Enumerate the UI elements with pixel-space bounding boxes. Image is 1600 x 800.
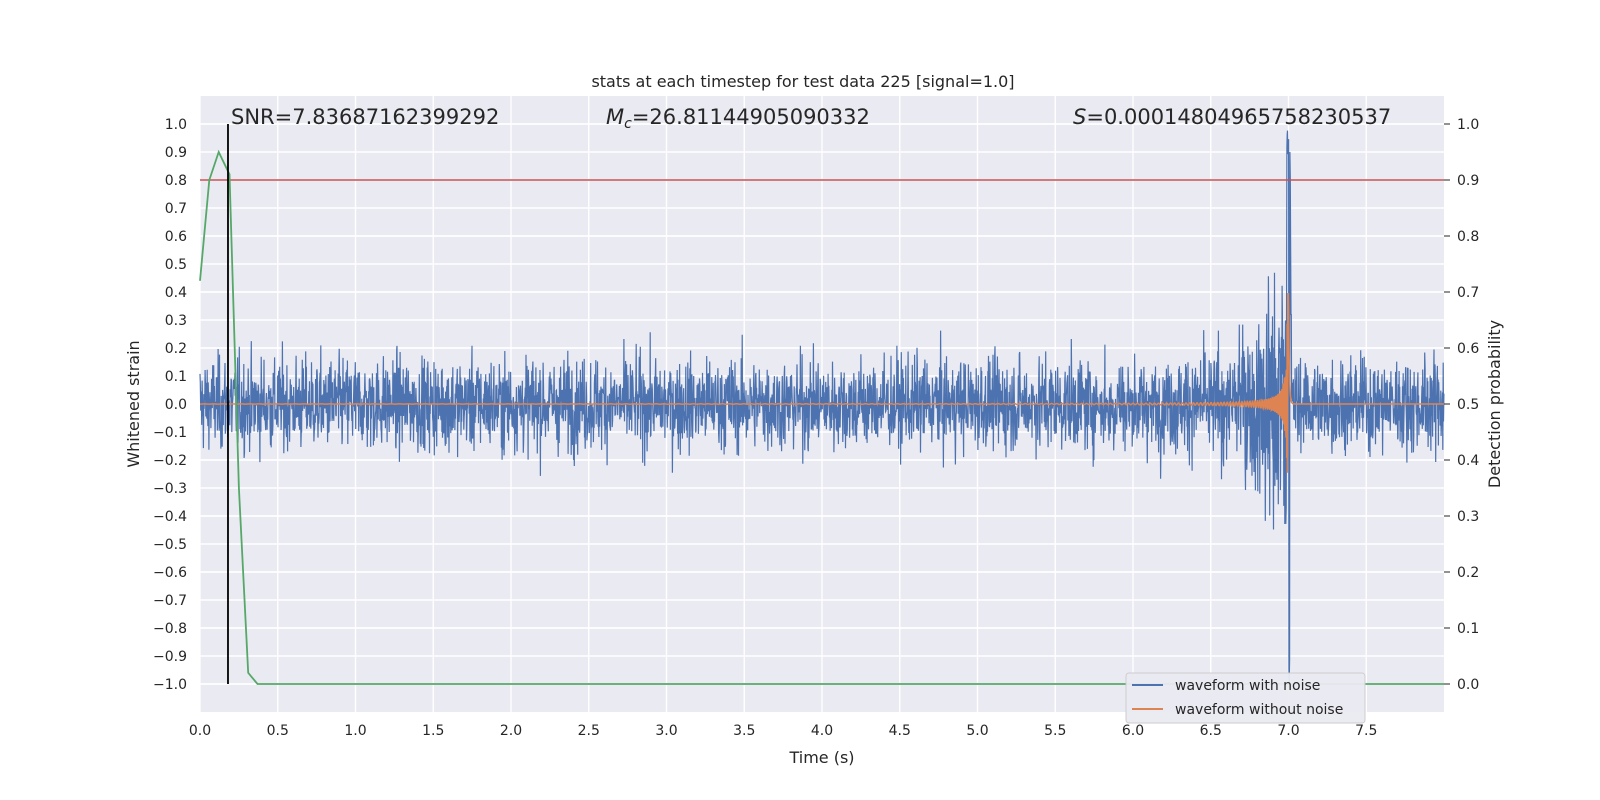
x-tick-label: 5.0 — [966, 723, 988, 739]
x-tick-label: 3.5 — [733, 723, 755, 739]
x-tick-label: 6.0 — [1122, 723, 1144, 739]
y2-tick-label: 0.0 — [1457, 677, 1479, 693]
y-tick-label: −0.7 — [153, 593, 187, 609]
y-tick-label: 0.3 — [165, 313, 187, 329]
series-layer — [199, 124, 1445, 685]
x-tick-label: 4.5 — [889, 723, 911, 739]
chirp-mass-value: =26.81144905090332 — [632, 105, 870, 129]
y-tick-label: −0.2 — [153, 453, 187, 469]
y2-tick-label: 0.7 — [1457, 285, 1479, 301]
s-annotation: S=0.00014804965758230537 — [1073, 105, 1391, 129]
y-tick-label: 0.0 — [165, 397, 187, 413]
legend-label-clean: waveform without noise — [1175, 702, 1343, 718]
chart-title: stats at each timestep for test data 225… — [591, 72, 1014, 91]
legend: waveform with noise waveform without noi… — [1125, 672, 1366, 724]
chirp-mass-subscript: c — [624, 116, 632, 132]
y2-tick-label: 0.4 — [1457, 453, 1479, 469]
x-tick-label: 1.0 — [344, 723, 366, 739]
series-waveform-with-noise — [199, 130, 1445, 684]
y-tick-label: −0.9 — [153, 649, 187, 665]
y-tick-label: 0.2 — [165, 341, 187, 357]
s-value: =0.00014804965758230537 — [1086, 105, 1391, 129]
x-axis-label: Time (s) — [788, 748, 854, 767]
x-tick-label: 7.0 — [1277, 723, 1299, 739]
y-tick-label: 0.7 — [165, 201, 187, 217]
y-tick-label: −0.1 — [153, 425, 187, 441]
y-tick-label: 1.0 — [165, 117, 187, 133]
y-tick-label: −0.8 — [153, 621, 187, 637]
y2-axis-label: Detection probability — [1485, 320, 1504, 488]
snr-annotation: SNR=7.83687162399292 — [231, 105, 499, 129]
y2-tick-label: 0.2 — [1457, 565, 1479, 581]
x-tick-label: 4.0 — [811, 723, 833, 739]
y2-tick-label: 1.0 — [1457, 117, 1479, 133]
s-symbol: S — [1073, 105, 1086, 129]
x-tick-label: 0.5 — [267, 723, 289, 739]
detection-probability-line — [199, 149, 1444, 685]
y-tick-label: 0.6 — [165, 229, 187, 245]
y-tick-label: 0.8 — [165, 173, 187, 189]
legend-label-noise: waveform with noise — [1175, 678, 1320, 694]
y-tick-label: −0.6 — [153, 565, 187, 581]
x-tick-label: 2.5 — [578, 723, 600, 739]
x-tick-label: 0.0 — [189, 723, 211, 739]
y2-tick-label: 0.9 — [1457, 173, 1479, 189]
y-tick-label: −0.5 — [153, 537, 187, 553]
y2-tick-label: 0.5 — [1457, 397, 1479, 413]
y-tick-label: −1.0 — [153, 677, 187, 693]
x-tick-label: 2.0 — [500, 723, 522, 739]
y-tick-label: 0.4 — [165, 285, 187, 301]
x-tick-label: 5.5 — [1044, 723, 1066, 739]
x-tick-label: 1.5 — [422, 723, 444, 739]
series-waveform-without-noise — [200, 293, 1444, 473]
chirp-mass-annotation: Mc=26.81144905090332 — [606, 105, 870, 132]
y-tick-label: 0.9 — [165, 145, 187, 161]
x-tick-label: 6.5 — [1200, 723, 1222, 739]
y2-tick-label: 0.8 — [1457, 229, 1479, 245]
y-tick-label: 0.5 — [165, 257, 187, 273]
axis-ticks: 0.0 0.5 1.0 1.5 2.0 2.5 3.0 3.5 4.0 4.5 5.0 5.5 6.0 6… — [153, 117, 1479, 739]
x-tick-label: 7.5 — [1355, 723, 1377, 739]
legend-box — [1125, 672, 1366, 724]
chirp-mass-symbol: M — [606, 105, 624, 129]
y-tick-label: 0.1 — [165, 369, 187, 385]
y2-tick-label: 0.3 — [1457, 509, 1479, 525]
y2-tick-label: 0.1 — [1457, 621, 1479, 637]
y-axis-label: Whitened strain — [124, 340, 143, 467]
y-tick-label: −0.4 — [153, 509, 187, 525]
x-tick-label: 3.0 — [655, 723, 677, 739]
y-tick-label: −0.3 — [153, 481, 187, 497]
y2-tick-label: 0.6 — [1457, 341, 1479, 357]
